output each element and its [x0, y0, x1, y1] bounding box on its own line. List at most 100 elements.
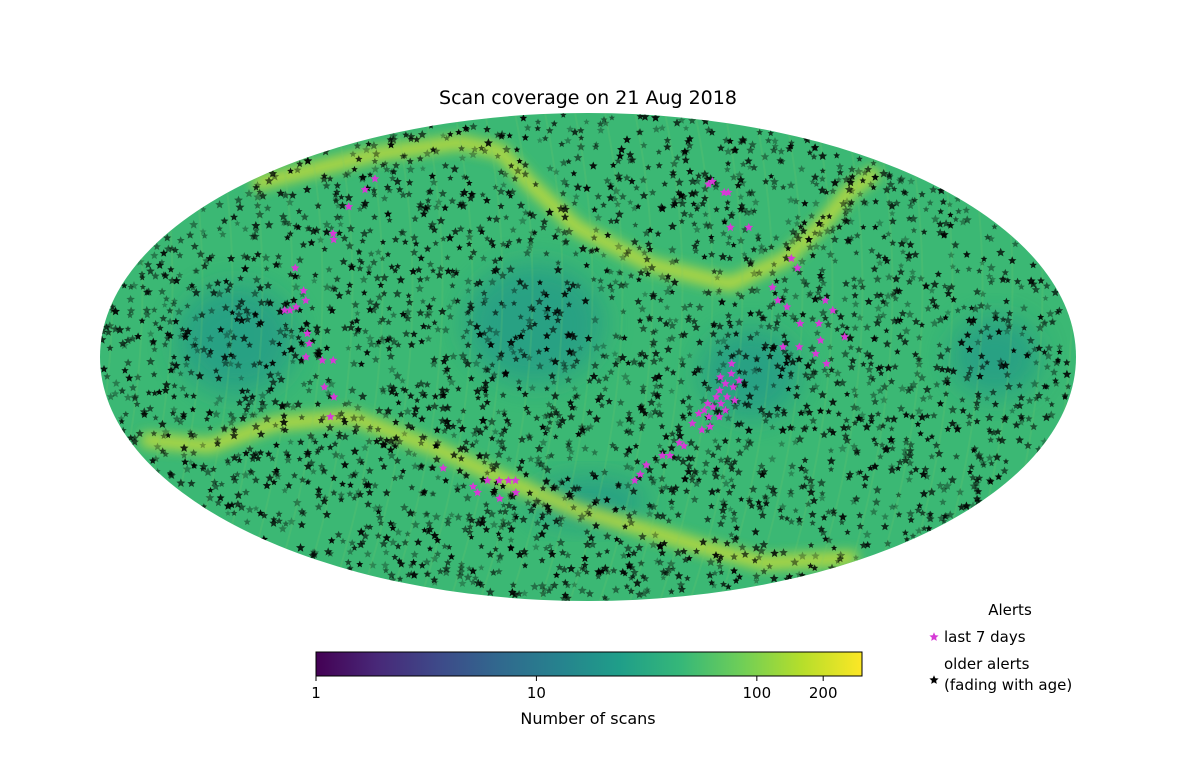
older-alert-marker — [100, 328, 107, 335]
older-alert-marker — [680, 547, 688, 555]
older-alert-marker — [924, 436, 931, 443]
older-alert-marker — [244, 189, 254, 198]
older-alert-marker — [383, 336, 392, 344]
older-alert-marker — [780, 407, 788, 414]
older-alert-marker — [536, 137, 543, 144]
older-alert-marker — [392, 418, 400, 426]
older-alert-marker — [806, 289, 814, 297]
older-alert-marker — [655, 161, 663, 169]
recent-alert-marker — [795, 319, 805, 328]
older-alert-marker — [386, 334, 393, 341]
older-alert-marker — [331, 285, 339, 293]
older-alert-marker — [252, 275, 261, 284]
recent-alert-marker — [723, 187, 733, 197]
older-alert-marker — [443, 134, 450, 141]
older-alert-marker — [351, 300, 360, 309]
older-alert-marker — [442, 353, 451, 361]
older-alert-marker — [947, 282, 956, 291]
older-alert-marker — [596, 283, 606, 293]
older-alert-marker — [717, 456, 725, 464]
older-alert-marker — [559, 189, 567, 197]
older-alert-marker — [561, 362, 569, 370]
older-alert-marker — [375, 508, 382, 515]
older-alert-marker — [773, 404, 782, 412]
older-alert-marker — [296, 543, 306, 552]
older-alert-marker — [816, 294, 824, 301]
older-alert-marker — [869, 376, 877, 383]
older-alert-marker — [422, 557, 432, 566]
older-alert-marker — [418, 462, 426, 469]
older-alert-marker — [508, 587, 517, 597]
older-alert-marker — [539, 288, 548, 297]
older-alert-marker — [565, 158, 572, 165]
older-alert-marker — [322, 282, 332, 292]
older-alert-marker — [275, 510, 283, 518]
older-alert-marker — [844, 391, 851, 397]
older-alert-marker — [139, 274, 146, 281]
older-alert-marker — [410, 233, 419, 242]
older-alert-marker — [473, 386, 482, 396]
older-alert-marker — [469, 248, 478, 256]
older-alert-marker — [766, 563, 773, 570]
older-alert-marker — [500, 426, 509, 434]
older-alert-marker — [755, 235, 762, 242]
older-alert-marker — [887, 377, 896, 385]
older-alert-marker — [784, 245, 792, 252]
older-alert-marker — [314, 202, 322, 210]
older-alert-marker — [709, 329, 718, 338]
older-alert-marker — [557, 477, 566, 486]
older-alert-marker — [600, 201, 607, 208]
older-alert-marker — [623, 543, 633, 553]
older-alert-marker — [444, 515, 452, 523]
older-alert-marker — [195, 371, 205, 380]
older-alert-marker — [380, 462, 388, 470]
older-alert-marker — [384, 209, 392, 218]
older-alert-marker — [154, 467, 161, 474]
older-alert-marker — [525, 322, 535, 331]
older-alert-marker — [558, 514, 567, 522]
older-alert-marker — [379, 238, 387, 245]
older-alert-marker — [375, 338, 382, 345]
older-alert-marker — [974, 487, 983, 495]
older-alert-marker — [488, 464, 497, 473]
older-alert-marker — [691, 220, 698, 227]
older-alert-marker — [371, 213, 379, 221]
older-alert-marker — [852, 554, 860, 561]
older-alert-marker — [885, 170, 894, 179]
older-alert-marker — [606, 282, 614, 290]
older-alert-marker — [670, 454, 679, 462]
older-alert-marker — [346, 548, 354, 555]
older-alert-marker — [1002, 297, 1010, 305]
older-alert-marker — [872, 485, 882, 494]
older-alert-marker — [426, 187, 435, 195]
older-alert-marker — [725, 240, 732, 246]
older-alert-marker — [611, 360, 620, 368]
older-alert-marker — [625, 511, 634, 519]
older-alert-marker — [813, 329, 821, 337]
older-alert-marker — [552, 571, 561, 579]
older-alert-marker — [726, 254, 734, 262]
older-alert-marker — [410, 410, 419, 418]
older-alert-marker — [927, 487, 937, 496]
older-alert-marker — [465, 308, 472, 315]
older-alert-marker — [810, 153, 818, 160]
older-alert-marker — [555, 514, 564, 523]
older-alert-marker — [431, 392, 439, 400]
older-alert-marker — [438, 189, 448, 198]
older-alert-marker — [191, 462, 198, 469]
older-alert-marker — [246, 341, 254, 348]
older-alert-marker — [643, 586, 651, 593]
older-alert-marker — [527, 239, 535, 247]
older-alert-marker — [647, 474, 655, 482]
older-alert-marker — [687, 189, 697, 198]
recent-alert-marker — [280, 305, 289, 315]
older-alert-marker — [199, 441, 207, 449]
older-alert-marker — [405, 190, 413, 198]
older-alert-marker — [475, 223, 485, 233]
older-alert-marker — [333, 181, 342, 189]
older-alert-marker — [542, 429, 549, 436]
older-alert-marker — [874, 410, 882, 417]
older-alert-marker — [626, 515, 634, 522]
older-alert-marker — [552, 433, 559, 440]
older-alert-marker — [930, 214, 940, 224]
